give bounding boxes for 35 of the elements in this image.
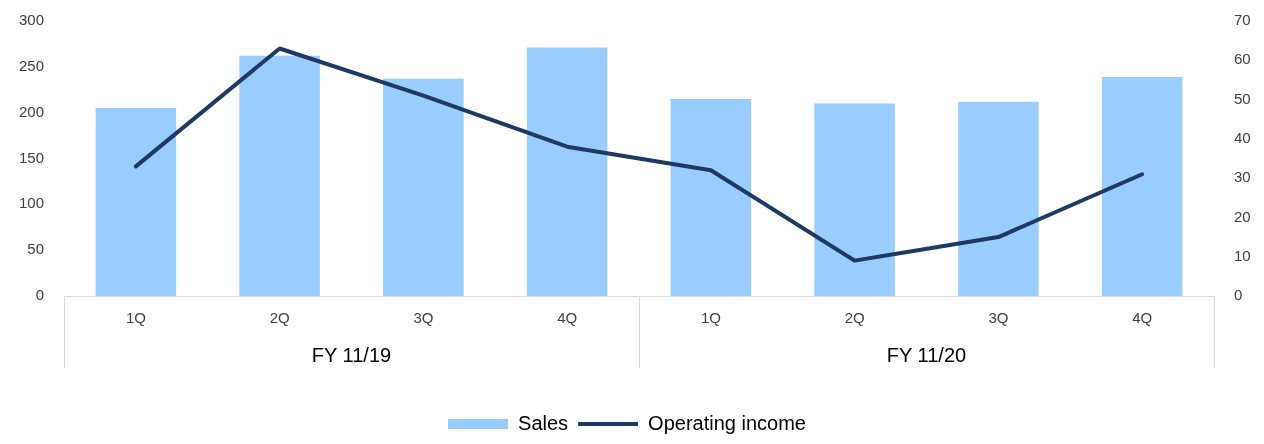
y2-tick-label: 20 [1234, 207, 1251, 225]
y2-tick-label: 10 [1234, 246, 1251, 264]
y-tick-label: 0 [35, 286, 44, 304]
x-tick-label: 4Q [557, 309, 578, 327]
bar [1101, 76, 1183, 296]
y-tick-label: 150 [18, 148, 44, 166]
y-tick-label: 100 [18, 194, 44, 212]
y2-tick-label: 60 [1234, 50, 1251, 68]
bar [958, 101, 1039, 296]
x-tick-label: 1Q [125, 309, 146, 327]
y2-tick-label: 50 [1234, 89, 1251, 107]
x-tick-label: 4Q [1132, 309, 1153, 327]
y2-tick-label: 40 [1234, 129, 1251, 146]
legend-label: Sales [518, 411, 569, 434]
y2-tick-label: 30 [1234, 168, 1251, 186]
x-tick-label: 3Q [413, 309, 434, 327]
y-tick-label: 50 [27, 240, 44, 258]
y-tick-label: 300 [18, 11, 44, 29]
text: FY 11/19 [311, 343, 392, 366]
text: FY 11/20 [886, 343, 967, 366]
x-tick-label: 2Q [844, 309, 865, 327]
bar [239, 55, 320, 296]
x-tick-label: 1Q [700, 309, 721, 327]
y2-tick-label: 70 [1234, 11, 1251, 29]
bar [526, 47, 608, 296]
bar [95, 108, 177, 296]
bar [383, 78, 464, 296]
legend-label: Operating income [648, 411, 806, 434]
y-tick-label: 200 [18, 102, 44, 120]
y2-tick-label: 0 [1234, 286, 1243, 304]
y-tick-label: 250 [18, 56, 44, 74]
x-tick-label: 3Q [988, 309, 1009, 327]
bar [814, 103, 895, 296]
bar [670, 98, 752, 296]
x-tick-label: 2Q [269, 309, 290, 327]
